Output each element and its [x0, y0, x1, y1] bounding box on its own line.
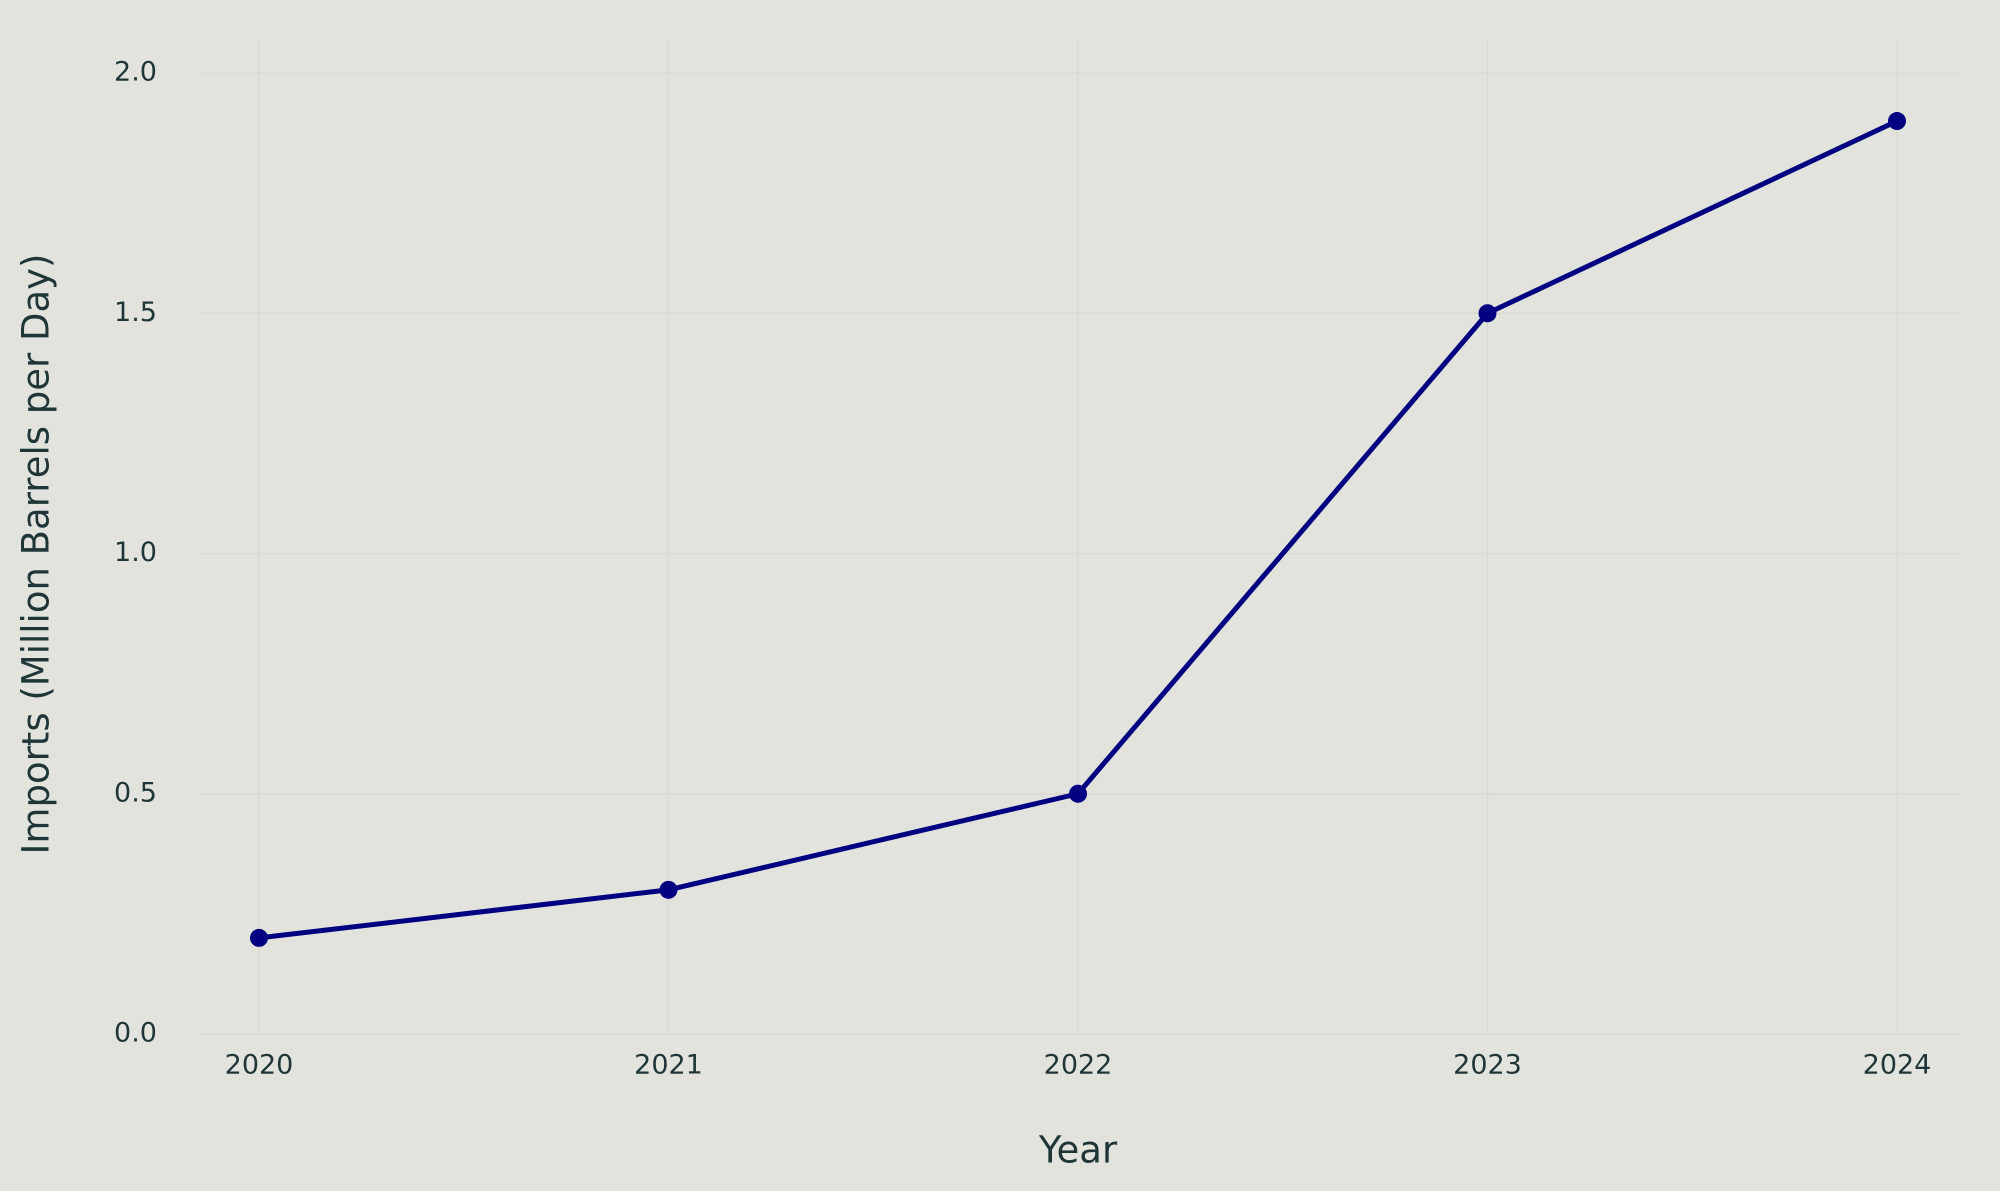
x-axis-title: Year	[1038, 1129, 1118, 1172]
y-tick-label: 1.5	[114, 297, 157, 328]
x-tick-label: 2020	[225, 1050, 294, 1081]
x-tick-label: 2021	[634, 1050, 703, 1081]
y-tick-label: 2.0	[114, 57, 157, 88]
x-tick-label: 2022	[1044, 1050, 1113, 1081]
y-axis-title: Imports (Million Barrels per Day)	[15, 254, 58, 855]
x-tick-label: 2023	[1453, 1050, 1522, 1081]
y-tick-label: 0.5	[114, 777, 157, 808]
point	[1888, 112, 1906, 131]
point	[1478, 304, 1497, 323]
y-tick-label: 1.0	[114, 537, 157, 568]
x-tick-label: 2024	[1863, 1050, 1932, 1081]
y-tick-label: 0.0	[114, 1018, 157, 1049]
point	[250, 928, 268, 947]
point	[659, 880, 678, 899]
point	[1069, 784, 1087, 803]
